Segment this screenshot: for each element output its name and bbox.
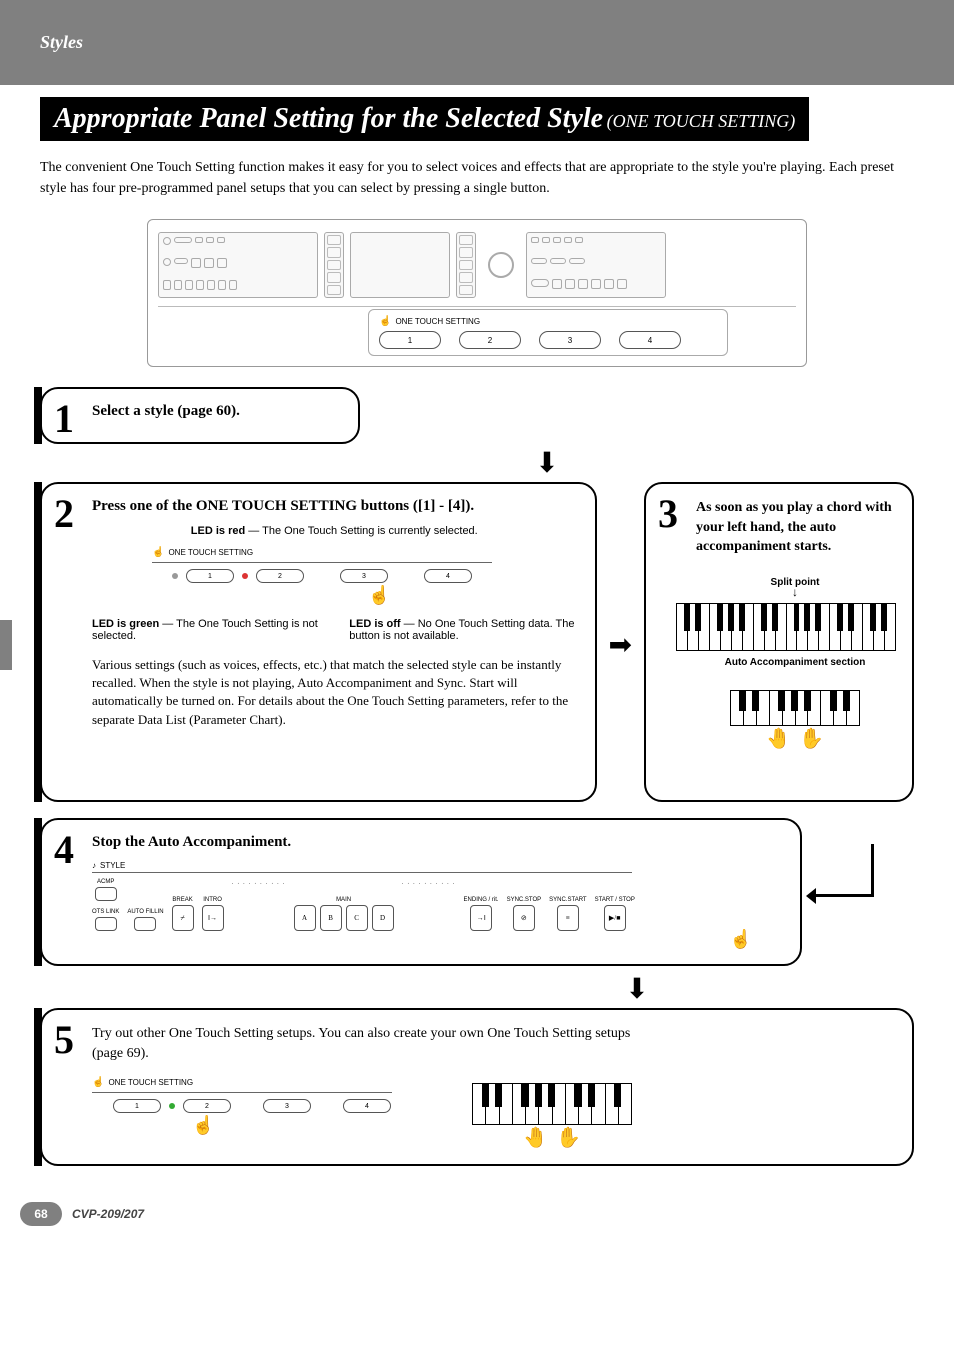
pointing-hand-icon: ☝: [192, 1115, 214, 1136]
hand-icon: ☝: [152, 547, 164, 558]
ending-button[interactable]: →‖: [470, 905, 492, 931]
ots-small-btn-3[interactable]: 3: [263, 1099, 311, 1113]
syncstop-button[interactable]: ⊘: [513, 905, 535, 931]
mini-keyboard-diagram: [730, 690, 860, 726]
ots-callout-top: ☝ ONE TOUCH SETTING 1 2 3 4: [368, 309, 728, 356]
page-footer: 68 CVP-209/207: [0, 1192, 954, 1246]
syncstart-label: SYNC.START: [549, 897, 586, 903]
step-3-box: 3 As soon as you play a chord with your …: [644, 482, 914, 802]
mini-keyboard-diagram: [472, 1083, 632, 1125]
ots-button-2[interactable]: 2: [459, 331, 521, 349]
intro-button[interactable]: ‖→: [202, 905, 224, 931]
section-header: Styles: [0, 28, 954, 57]
step-1-box: 1 Select a style (page 60).: [40, 387, 360, 444]
break-label: BREAK: [172, 897, 192, 903]
ots-button-3[interactable]: 3: [539, 331, 601, 349]
model-label: CVP-209/207: [72, 1207, 144, 1221]
ots-small-btn-2[interactable]: 2: [256, 569, 304, 583]
page-title-main: Appropriate Panel Setting for the Select…: [54, 103, 603, 134]
hands-icon: 🤚✋: [472, 1125, 632, 1150]
step-3-title: As soon as you play a chord with your le…: [696, 498, 894, 557]
page-title-bar: Appropriate Panel Setting for the Select…: [40, 97, 809, 141]
syncstop-label: SYNC.STOP: [507, 897, 542, 903]
step-1-title: Select a style (page 60).: [92, 403, 340, 420]
ots-small-btn-4[interactable]: 4: [424, 569, 472, 583]
pointing-hand-icon: ☝: [730, 929, 752, 950]
step-5-title: Try out other One Touch Setting setups. …: [92, 1024, 652, 1063]
led-indicator: [242, 573, 248, 579]
autofillin-label: AUTO FILLIN: [127, 909, 163, 915]
otslink-button[interactable]: [95, 917, 117, 931]
section-title: Styles: [40, 32, 83, 52]
intro-paragraph: The convenient One Touch Setting functio…: [40, 157, 914, 199]
main-a-button[interactable]: A: [294, 905, 316, 931]
step-2-box: 2 Press one of the ONE TOUCH SETTING but…: [40, 482, 597, 802]
led-off-note: LED is off — No One Touch Setting data. …: [349, 618, 576, 642]
hands-icon: 🤚✋: [696, 726, 894, 751]
page-title-sub: (ONE TOUCH SETTING): [607, 111, 796, 131]
arrow-right-icon: ➡: [609, 628, 632, 662]
keyboard-panel-diagram: ☝ ONE TOUCH SETTING 1 2 3 4: [147, 219, 807, 367]
otslink-label: OTS LINK: [92, 909, 119, 915]
step-2-paragraph: Various settings (such as voices, effect…: [92, 656, 577, 729]
ots-small-btn-2[interactable]: 2: [183, 1099, 231, 1113]
auto-accompaniment-label: Auto Accompaniment section: [696, 657, 894, 668]
ots-button-1[interactable]: 1: [379, 331, 441, 349]
ots-small-btn-4[interactable]: 4: [343, 1099, 391, 1113]
acmp-button[interactable]: [95, 887, 117, 901]
ots-small-btn-1[interactable]: 1: [186, 569, 234, 583]
ots-label-text: ONE TOUCH SETTING: [395, 317, 480, 326]
ots-label-text-2: ONE TOUCH SETTING: [168, 548, 253, 557]
ots-label-text-5: ONE TOUCH SETTING: [108, 1078, 193, 1087]
mid-gray-band: [0, 57, 954, 85]
step-5-number: 5: [54, 1016, 74, 1063]
keyboard-diagram: [676, 603, 896, 651]
hand-icon: ☝: [379, 316, 391, 327]
ending-label: ENDING / rit.: [464, 897, 499, 903]
arrow-down-icon: ↓: [696, 588, 894, 598]
page-number-badge: 68: [20, 1202, 62, 1226]
ots-small-btn-1[interactable]: 1: [113, 1099, 161, 1113]
arrow-down-icon: ⬇: [180, 450, 914, 478]
main-c-button[interactable]: C: [346, 905, 368, 931]
style-label: STYLE: [100, 861, 125, 870]
hand-icon: ☝: [92, 1077, 104, 1088]
autofillin-button[interactable]: [134, 917, 156, 931]
led-indicator: [169, 1103, 175, 1109]
startstop-label: START / STOP: [595, 897, 635, 903]
main-b-button[interactable]: B: [320, 905, 342, 931]
sidebar-tab: [0, 620, 12, 670]
step-1-number: 1: [54, 395, 74, 442]
main-label: MAIN: [336, 897, 351, 903]
music-note-icon: ♪: [92, 861, 96, 870]
step-2-number: 2: [54, 490, 74, 537]
intro-label: INTRO: [203, 897, 222, 903]
arrow-down-icon: ⬇: [360, 976, 914, 1004]
step-3-number: 3: [658, 490, 678, 537]
syncstart-button[interactable]: ≡: [557, 905, 579, 931]
break-button[interactable]: ⌿: [172, 905, 194, 931]
step-2-title: Press one of the ONE TOUCH SETTING butto…: [92, 498, 577, 515]
pointing-hand-icon: ☝: [368, 585, 390, 606]
top-gray-band: [0, 0, 954, 28]
led-indicator: [172, 573, 178, 579]
step-4-box: 4 Stop the Auto Accompaniment. ♪ STYLE A…: [40, 818, 802, 966]
ots-button-4[interactable]: 4: [619, 331, 681, 349]
ots-small-btn-3[interactable]: 3: [340, 569, 388, 583]
step-5-box: 5 Try out other One Touch Setting setups…: [40, 1008, 914, 1166]
acmp-label: ACMP: [97, 879, 114, 885]
led-green-note: LED is green — The One Touch Setting is …: [92, 618, 319, 642]
startstop-button[interactable]: ▶/■: [604, 905, 626, 931]
led-red-note: LED is red — The One Touch Setting is cu…: [191, 525, 478, 537]
step-4-number: 4: [54, 826, 74, 873]
step-4-title: Stop the Auto Accompaniment.: [92, 834, 782, 851]
main-d-button[interactable]: D: [372, 905, 394, 931]
